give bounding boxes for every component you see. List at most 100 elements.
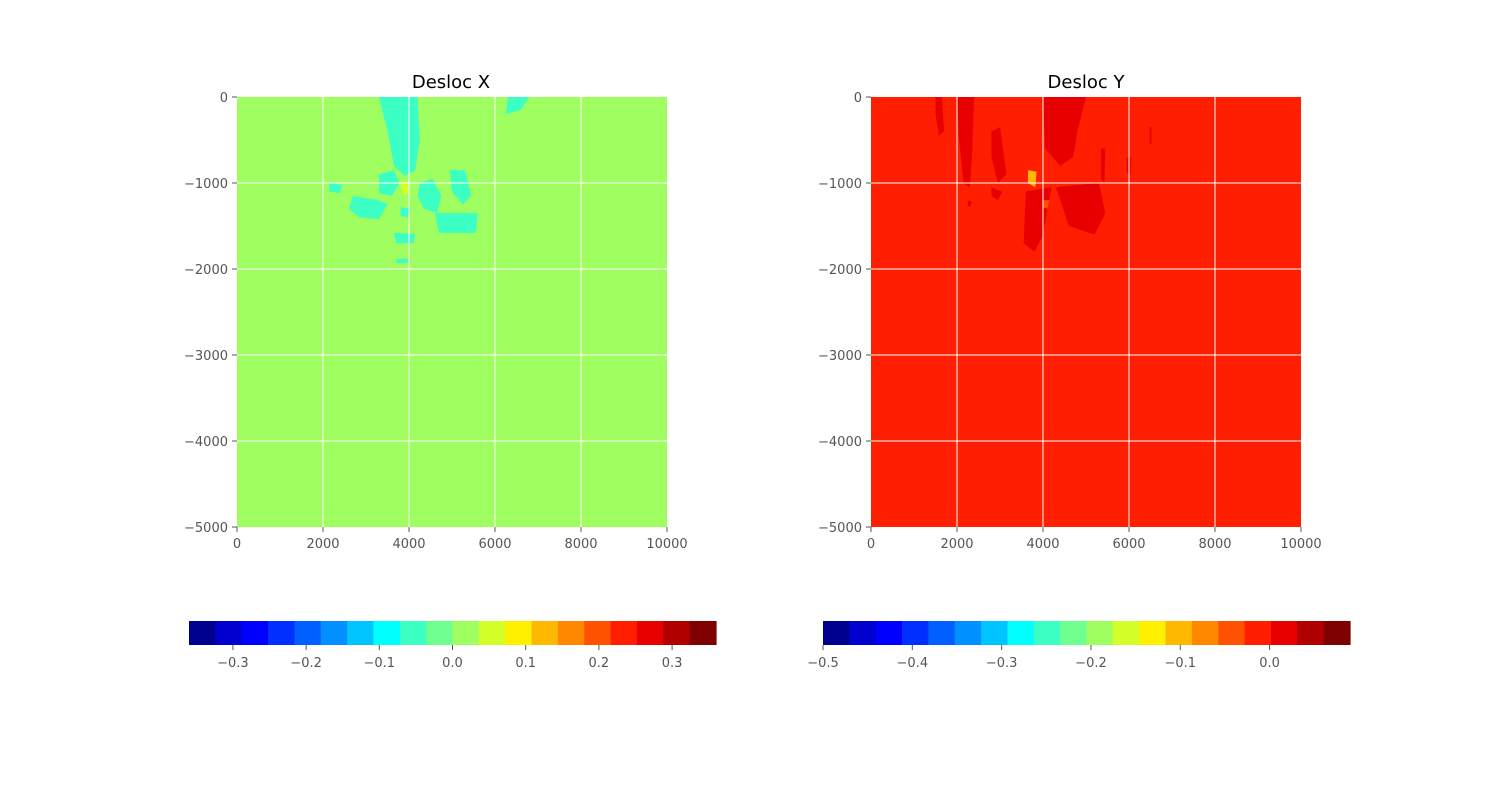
colorbar-segment-10	[1086, 621, 1114, 645]
colorbar-segment-0	[189, 621, 216, 645]
colorbar-segment-17	[1270, 621, 1298, 645]
heatmap-desloc-x	[237, 97, 667, 527]
colorbar-segment-14	[1191, 621, 1219, 645]
contour-region-7	[393, 232, 416, 244]
x-axis-desloc-x: 0 2000 4000 6000 8000 10000	[233, 527, 688, 552]
colorbar-segment-11	[1112, 621, 1140, 645]
colorbar-tick-label-0: −0.5	[807, 656, 839, 671]
colorbar-tick-label-1: −0.2	[290, 656, 322, 671]
x-tick-label-4: 8000	[564, 537, 597, 552]
contour-region-3	[1043, 97, 1086, 166]
colorbar-segment-15	[584, 621, 612, 645]
colorbar-segment-3	[902, 621, 929, 645]
colorbar-segment-1	[849, 621, 877, 645]
colorbar-segment-18	[1297, 621, 1325, 645]
contour-region-0	[378, 97, 420, 177]
contour-region-1	[957, 97, 975, 188]
colorbar-segment-8	[399, 621, 427, 645]
colorbar-segment-5	[320, 621, 348, 645]
chart-title-x: Desloc X	[412, 72, 490, 93]
colorbar-tick-label-6: 0.3	[662, 656, 683, 671]
field-background	[237, 97, 667, 527]
colorbar-segment-8	[1033, 621, 1061, 645]
colorbar-segment-15	[1218, 621, 1246, 645]
colorbar-segment-9	[1060, 621, 1088, 645]
colorbar-segment-4	[928, 621, 956, 645]
colorbar-segment-1	[215, 621, 243, 645]
x-tick-label-5: 10000	[1280, 537, 1321, 552]
contour-region-5	[449, 170, 472, 205]
x-tick-label-0: 0	[867, 537, 875, 552]
contour-region-5	[1055, 183, 1106, 235]
colorbar-tick-label-0: −0.3	[217, 656, 249, 671]
field-background	[871, 97, 1301, 527]
chart-title-y: Desloc Y	[1048, 72, 1126, 93]
colorbar-segment-6	[347, 621, 375, 645]
colorbar-desloc-y: −0.5 −0.4 −0.3 −0.2 −0.1 0.0	[807, 621, 1351, 671]
colorbar-tick-label-4: −0.1	[1164, 656, 1196, 671]
y-tick-label-3: −3000	[184, 349, 228, 364]
panel-desloc-x: Desloc X 0 2000 4000 6000 8000 10000 0 −1000 −2…	[184, 72, 717, 671]
contour-region-10	[1149, 127, 1152, 145]
colorbar-segment-0	[823, 621, 850, 645]
colorbar-segment-5	[954, 621, 982, 645]
x-tick-label-5: 10000	[646, 537, 687, 552]
y-axis-desloc-x: 0 −1000 −2000 −3000 −4000 −5000	[184, 91, 237, 536]
colorbar-desloc-x: −0.3 −0.2 −0.1 0.0 0.1 0.2 0.3	[189, 621, 717, 671]
y-tick-label-1: −1000	[818, 177, 862, 192]
contour-region-2	[348, 195, 388, 220]
x-tick-label-2: 4000	[392, 537, 425, 552]
colorbar-segment-9	[426, 621, 454, 645]
y-tick-label-0: 0	[854, 91, 862, 106]
y-tick-label-0: 0	[220, 91, 228, 106]
colorbar-segment-7	[1007, 621, 1035, 645]
y-tick-label-2: −2000	[184, 263, 228, 278]
colorbar-tick-label-1: −0.4	[897, 656, 929, 671]
colorbar-segment-7	[373, 621, 401, 645]
x-tick-label-0: 0	[233, 537, 241, 552]
heatmap-desloc-y	[871, 97, 1301, 527]
y-tick-label-4: −4000	[184, 435, 228, 450]
x-tick-label-3: 6000	[1112, 537, 1145, 552]
x-tick-label-2: 4000	[1026, 537, 1059, 552]
colorbar-segment-16	[610, 621, 638, 645]
panel-desloc-y: Desloc Y 0 2000 4000 6000 8000 10000 0 −1000 −2…	[807, 72, 1351, 671]
colorbar-tick-label-2: −0.1	[364, 656, 396, 671]
colorbar-tick-label-2: −0.3	[986, 656, 1018, 671]
x-tick-label-1: 2000	[940, 537, 973, 552]
contour-region-4	[434, 213, 478, 233]
contour-region-0	[935, 97, 945, 136]
y-tick-label-5: −5000	[184, 521, 228, 536]
colorbar-segment-2	[241, 621, 269, 645]
colorbar-tick-label-4: 0.1	[515, 656, 536, 671]
colorbar-segment-19	[689, 621, 717, 645]
colorbar-segment-16	[1244, 621, 1272, 645]
colorbar-tick-label-5: 0.2	[589, 656, 610, 671]
x-tick-label-1: 2000	[306, 537, 339, 552]
colorbar-segment-12	[1139, 621, 1167, 645]
contour-region-12	[1043, 200, 1050, 209]
colorbar-segment-14	[557, 621, 585, 645]
y-tick-label-4: −4000	[818, 435, 862, 450]
y-axis-desloc-y: 0 −1000 −2000 −3000 −4000 −5000	[818, 91, 871, 536]
colorbar-segment-2	[875, 621, 903, 645]
contour-region-11	[400, 181, 409, 195]
contour-region-6	[991, 187, 1003, 201]
contour-region-7	[967, 200, 972, 208]
colorbar-segment-13	[531, 621, 559, 645]
colorbar-segment-6	[981, 621, 1009, 645]
contour-region-3	[417, 178, 442, 214]
contour-region-9	[400, 207, 412, 218]
contour-region-2	[991, 127, 1007, 183]
x-tick-label-3: 6000	[478, 537, 511, 552]
colorbar-tick-label-5: 0.0	[1259, 656, 1280, 671]
contour-region-6	[329, 183, 343, 194]
x-axis-desloc-y: 0 2000 4000 6000 8000 10000	[867, 527, 1322, 552]
y-tick-label-1: −1000	[184, 177, 228, 192]
colorbar-segment-3	[268, 621, 295, 645]
contour-region-10	[396, 258, 409, 263]
colorbar-segment-17	[636, 621, 664, 645]
colorbar-segment-19	[1323, 621, 1351, 645]
colorbar-tick-label-3: 0.0	[442, 656, 463, 671]
